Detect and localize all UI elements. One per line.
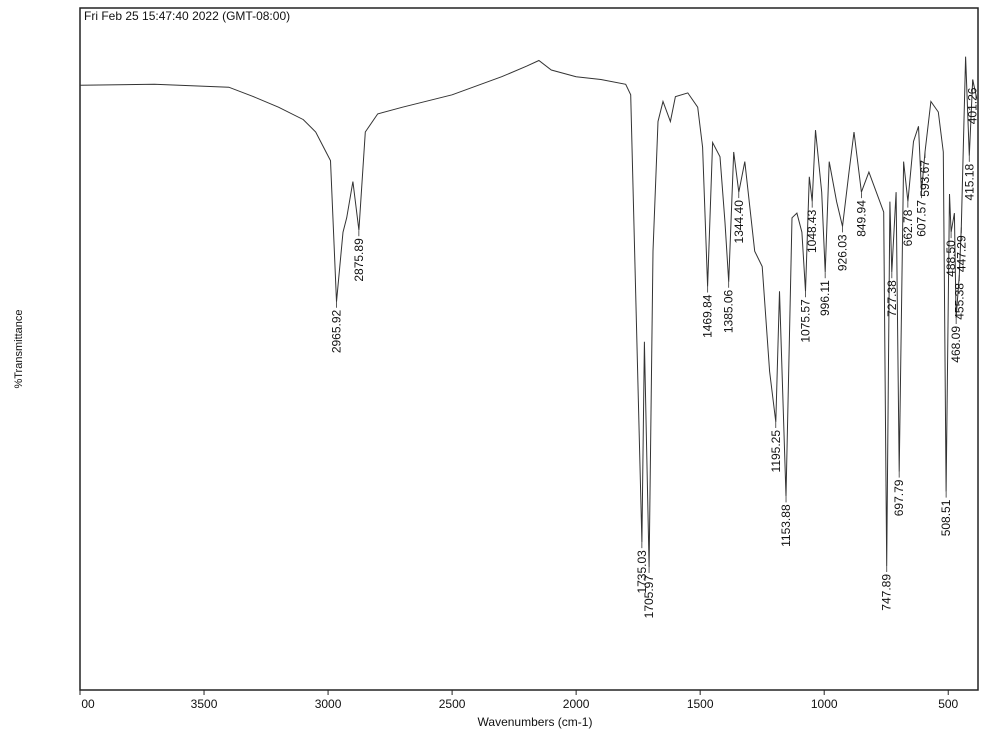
peak-label: 1385.06 (722, 289, 736, 333)
x-tick-label: 1500 (687, 697, 714, 711)
peak-label: 697.79 (892, 479, 906, 516)
x-tick-label: 3500 (191, 697, 218, 711)
peak-label: 607.57 (915, 200, 929, 237)
peak-label: 1469.84 (701, 294, 715, 338)
peak-label: 2875.89 (352, 238, 366, 282)
peak-label: 508.51 (939, 499, 953, 536)
x-axis-label: Wavenumbers (cm-1) (478, 715, 593, 729)
peak-label: 926.03 (836, 234, 850, 271)
peak-label: 415.18 (962, 164, 976, 201)
peak-label: 455.38 (952, 283, 966, 320)
peak-label: 468.09 (949, 326, 963, 363)
peak-label: 662.78 (901, 209, 915, 246)
x-tick-label: 2500 (439, 697, 466, 711)
x-tick-label: 00 (81, 697, 95, 711)
x-tick-label: 3000 (315, 697, 342, 711)
x-tick-label: 500 (938, 697, 958, 711)
peak-label: 447.29 (954, 235, 968, 272)
y-axis-label: %Transmittance (13, 309, 25, 388)
peak-label: 1735.03 (635, 550, 649, 594)
peak-label: 727.38 (885, 280, 899, 317)
peak-label: 593.67 (918, 160, 932, 197)
peak-label: 1048.43 (805, 209, 819, 253)
peak-label: 488.50 (944, 240, 958, 277)
plot-frame (79, 7, 979, 691)
x-tick-label: 2000 (563, 697, 590, 711)
peak-label: 2965.92 (330, 309, 344, 353)
peak-label: 1195.25 (769, 430, 783, 473)
peak-label: 1344.40 (732, 200, 746, 244)
peak-label: 849.94 (854, 200, 868, 237)
peak-label: 1705.97 (642, 575, 656, 619)
peak-label: 747.89 (880, 574, 894, 611)
x-tick-label: 1000 (811, 697, 838, 711)
chart-title: Fri Feb 25 15:47:40 2022 (GMT-08:00) (84, 9, 290, 23)
peak-label: 1075.57 (798, 299, 812, 343)
spectrum-line (79, 56, 978, 568)
peak-label: 1153.88 (779, 504, 793, 547)
peak-label: 996.11 (818, 280, 832, 316)
peak-label: 401.26 (966, 87, 980, 124)
